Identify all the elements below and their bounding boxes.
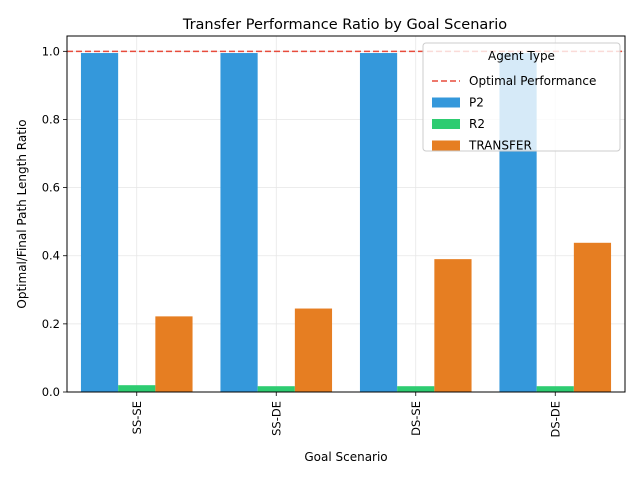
legend: Agent Type Optimal Performance P2 R2 TRANSFE… xyxy=(422,42,621,153)
bar-transfer-ss-de xyxy=(294,308,333,392)
legend-title: Agent Type xyxy=(488,49,555,63)
chart-title: Transfer Performance Ratio by Goal Scena… xyxy=(182,17,507,33)
legend-box xyxy=(422,42,621,152)
bar-p2-ds-se xyxy=(359,53,398,392)
plot-frame xyxy=(66,35,626,393)
y-tick-label: 0.4 xyxy=(42,249,60,263)
legend-label: Optimal Performance xyxy=(469,74,596,88)
bar-transfer-ds-se xyxy=(434,259,472,392)
bar-transfer-ss-se xyxy=(155,316,193,392)
legend-label: R2 xyxy=(469,117,485,131)
bars xyxy=(80,53,612,392)
legend-label: P2 xyxy=(469,96,484,110)
legend-swatch-r2 xyxy=(432,119,460,129)
y-tick-label: 1.0 xyxy=(42,44,60,58)
bar-transfer-ds-de xyxy=(573,242,612,392)
bar-r2-ds-de xyxy=(536,386,574,392)
legend-swatch-p2 xyxy=(432,97,460,108)
x-tick-label: DS-DE xyxy=(548,401,562,437)
y-tick-label: 0.2 xyxy=(42,317,60,331)
y-tick-label: 0.0 xyxy=(42,385,60,399)
y-tick-label: 0.6 xyxy=(42,181,60,195)
y-axis: 0.0 0.2 0.4 0.6 0.8 1.0 xyxy=(42,44,67,399)
x-tick-label: SS-DE xyxy=(269,401,283,436)
bar-r2-ss-se xyxy=(118,385,156,392)
x-tick-label: SS-SE xyxy=(130,401,144,434)
y-tick-label: 0.8 xyxy=(42,112,60,126)
x-axis-label: Goal Scenario xyxy=(304,450,387,464)
bar-p2-ss-de xyxy=(220,53,258,392)
bar-r2-ds-se xyxy=(397,386,435,392)
y-axis-label: Optimal/Final Path Length Ratio xyxy=(15,119,29,308)
bar-p2-ss-se xyxy=(80,53,119,392)
legend-swatch-transfer xyxy=(432,140,460,151)
bar-r2-ss-de xyxy=(257,386,295,392)
legend-label: TRANSFER xyxy=(468,139,532,153)
x-tick-label: DS-SE xyxy=(409,401,423,436)
x-axis: SS-SE SS-DE DS-SE DS-DE xyxy=(130,392,562,437)
